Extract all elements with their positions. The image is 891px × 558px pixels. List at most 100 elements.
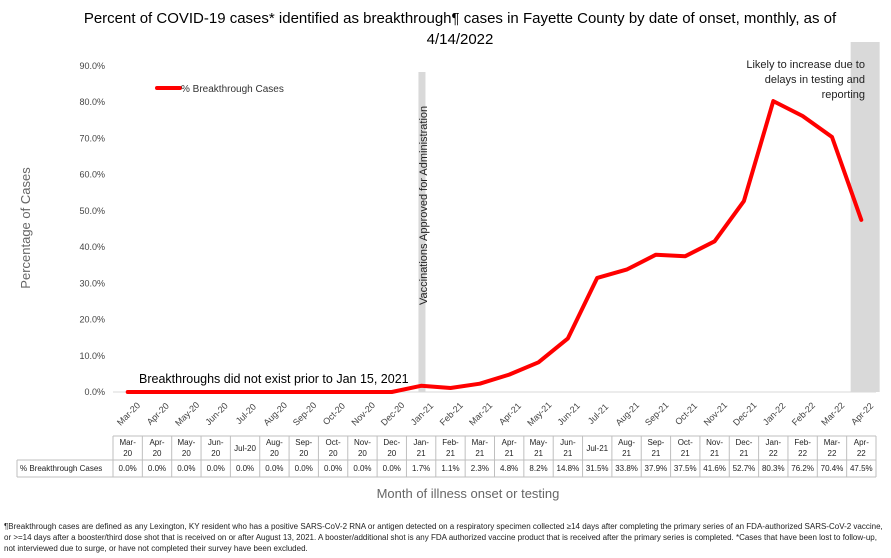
- data-point: [830, 135, 834, 139]
- chart-title: Percent of COVID-19 cases* identified as…: [40, 8, 880, 50]
- table-row-label: % Breakthrough Cases: [20, 464, 102, 473]
- x-tick-label: Sep-21: [643, 400, 671, 428]
- table-column-header: Aug-: [618, 438, 635, 447]
- table-column-header: 21: [505, 449, 514, 458]
- table-column-header: Apr-: [854, 438, 869, 447]
- y-axis-title: Percentage of Cases: [18, 167, 33, 289]
- table-column-header: 20: [387, 449, 396, 458]
- x-tick-label: Jul-21: [586, 402, 610, 426]
- table-column-header: 20: [123, 449, 132, 458]
- x-tick-label: Dec-20: [379, 400, 407, 428]
- table-column-header: Dec-: [383, 438, 400, 447]
- x-tick-label: Jun-20: [203, 401, 230, 428]
- projection-note: Likely to increase due to: [746, 59, 865, 71]
- table-column-header: 21: [417, 449, 426, 458]
- x-tick-label: Mar-20: [115, 400, 142, 427]
- data-point: [214, 390, 218, 394]
- table-value-cell: 52.7%: [733, 464, 756, 473]
- x-tick-label: Apr-22: [849, 401, 875, 427]
- table-column-header: Feb-: [442, 438, 459, 447]
- data-point: [625, 268, 629, 272]
- table-value-cell: 0.0%: [324, 464, 342, 473]
- x-tick-label: Mar-22: [819, 400, 846, 427]
- data-point: [566, 336, 570, 340]
- x-tick-label: Jan-22: [761, 401, 788, 428]
- table-value-cell: 47.5%: [850, 464, 873, 473]
- table-column-header: 20: [329, 449, 338, 458]
- data-point: [654, 253, 658, 257]
- table-value-cell: 41.6%: [703, 464, 726, 473]
- table-value-cell: 37.5%: [674, 464, 697, 473]
- data-point: [771, 99, 775, 103]
- series-line-breakthrough: [125, 99, 864, 394]
- data-point: [683, 254, 687, 258]
- data-point: [184, 390, 188, 394]
- table-value-cell: 76.2%: [791, 464, 814, 473]
- data-point: [272, 390, 276, 394]
- data-point: [742, 199, 746, 203]
- table-column-header: 22: [828, 449, 837, 458]
- breakthrough-line-chart: 0.0% 10.0% 20.0% 30.0% 40.0% 50.0% 60.0% 70.0% 8…: [16, 42, 880, 501]
- vaccination-bar: [418, 72, 426, 392]
- data-point: [302, 390, 306, 394]
- x-tick-label: Feb-21: [438, 400, 465, 427]
- table-column-header: 21: [563, 449, 572, 458]
- y-tick-label: 40.0%: [79, 242, 105, 252]
- table-column-header: Mar-: [472, 438, 489, 447]
- x-tick-label: Aug-21: [614, 400, 642, 428]
- table-value-cell: 0.0%: [207, 464, 225, 473]
- table-value-cell: 0.0%: [148, 464, 166, 473]
- table-column-header: Mar-: [824, 438, 841, 447]
- table-column-header: Nov-: [354, 438, 371, 447]
- table-column-header: 20: [182, 449, 191, 458]
- projection-note: reporting: [822, 89, 865, 101]
- table-column-header: 22: [857, 449, 866, 458]
- table-value-cell: 70.4%: [821, 464, 844, 473]
- table-column-header: 21: [475, 449, 484, 458]
- data-point: [448, 386, 452, 390]
- y-tick-label: 10.0%: [79, 351, 105, 361]
- x-tick-label: Jul-20: [234, 402, 258, 426]
- table-column-header: 21: [681, 449, 690, 458]
- y-tick-label: 90.0%: [79, 61, 105, 71]
- table-value-cell: 1.7%: [412, 464, 430, 473]
- table-column-header: May-: [530, 438, 548, 447]
- x-tick-label: Jun-21: [555, 401, 582, 428]
- table-column-header: Aug-: [266, 438, 283, 447]
- table-value-cell: 0.0%: [295, 464, 313, 473]
- table-column-header: 21: [651, 449, 660, 458]
- data-point: [243, 390, 247, 394]
- table-column-header: Nov-: [706, 438, 723, 447]
- table-column-header: 21: [739, 449, 748, 458]
- table-column-header: 20: [299, 449, 308, 458]
- x-tick-label: Nov-21: [702, 400, 730, 428]
- x-tick-label: Mar-21: [467, 400, 494, 427]
- chart-title-line2: 4/14/2022: [426, 31, 494, 48]
- table-column-header: Jul-20: [234, 444, 256, 453]
- x-tick-label: Apr-20: [145, 401, 171, 427]
- table-value-cell: 0.0%: [119, 464, 137, 473]
- table-column-header: 21: [534, 449, 543, 458]
- data-point: [801, 114, 805, 118]
- vaccination-label: Vaccinations Approved for Administration: [418, 106, 430, 305]
- table-column-header: Jun-: [208, 438, 224, 447]
- table-value-cell: 0.0%: [236, 464, 254, 473]
- table-value-cell: 0.0%: [265, 464, 283, 473]
- table-column-header: 20: [211, 449, 220, 458]
- table-value-cell: 0.0%: [353, 464, 371, 473]
- y-tick-label: 70.0%: [79, 133, 105, 143]
- x-tick-label: May-20: [173, 400, 201, 428]
- table-value-cell: 37.9%: [645, 464, 668, 473]
- x-tick-label: Dec-21: [731, 400, 759, 428]
- table-value-cell: 8.2%: [529, 464, 547, 473]
- table-column-header: 20: [358, 449, 367, 458]
- table-value-cell: 80.3%: [762, 464, 785, 473]
- table-value-cell: 14.8%: [557, 464, 580, 473]
- table-column-header: Apr-: [502, 438, 517, 447]
- x-tick-label: Sep-20: [291, 400, 319, 428]
- table-column-header: May-: [177, 438, 195, 447]
- table-value-cell: 0.0%: [177, 464, 195, 473]
- table-column-header: 21: [622, 449, 631, 458]
- table-value-cell: 33.8%: [615, 464, 638, 473]
- data-point: [331, 390, 335, 394]
